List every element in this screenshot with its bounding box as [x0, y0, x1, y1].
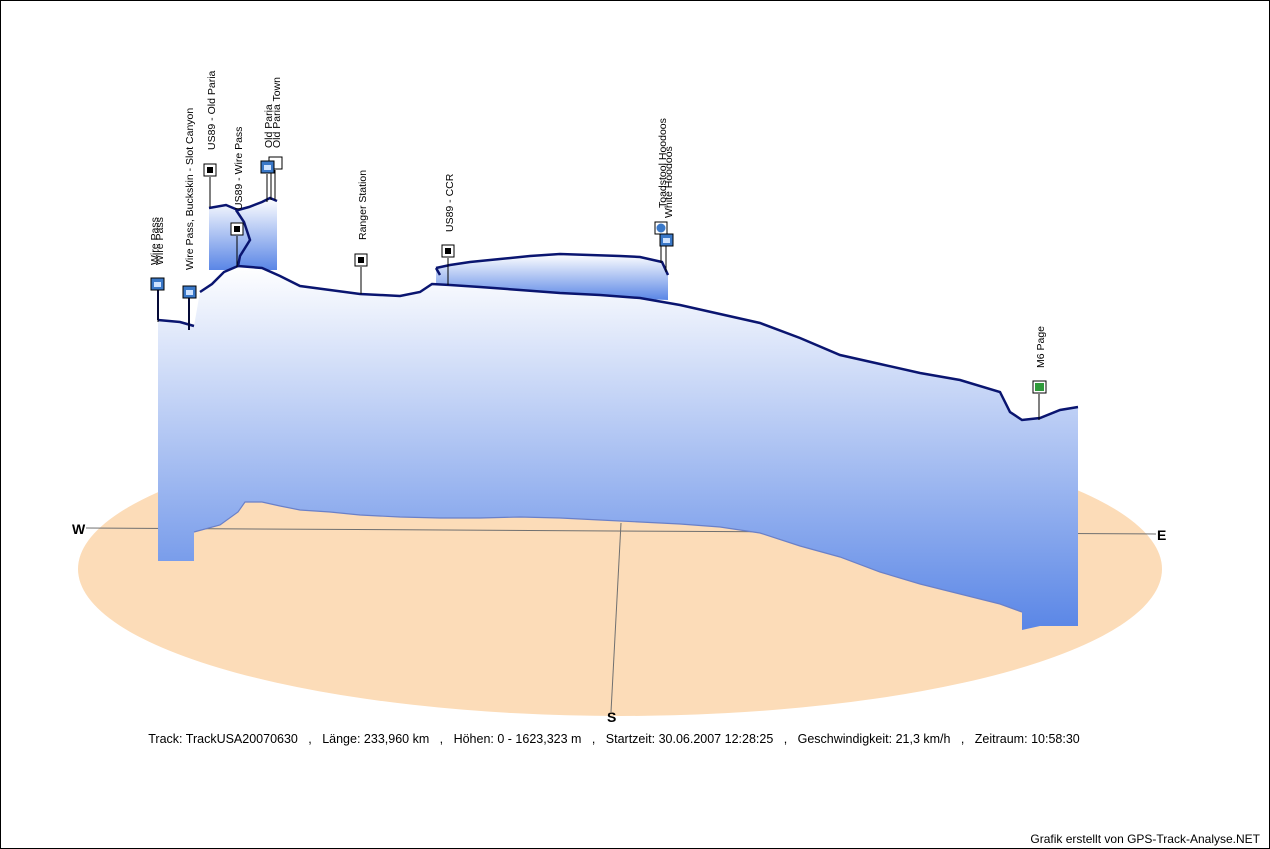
waypoint-label: US89 - Wire Pass [233, 127, 245, 210]
camera-icon [150, 277, 165, 291]
globe-icon [654, 221, 668, 235]
square-icon [354, 253, 368, 267]
duration-value: 10:58:30 [1031, 732, 1080, 746]
compass-s: S [607, 709, 616, 725]
track-line-upper-2 [434, 252, 670, 276]
waypoint-label: US89 - CCR [444, 173, 456, 232]
waypoint-label: US89 - Old Paria [206, 70, 218, 150]
waypoint-label: Wire Pass [149, 217, 161, 265]
length-value: 233,960 km [363, 732, 430, 746]
compass-w: W [72, 521, 86, 537]
compass-e: E [1157, 527, 1166, 543]
waypoint-label: Old Paria Town [271, 77, 283, 148]
waypoint-label: Wire Pass [154, 217, 166, 265]
ground-track [193, 501, 1023, 613]
track-label: Track: [148, 732, 183, 746]
duration-label: Zeitraum: [974, 732, 1028, 746]
start-value: 30.06.2007 12:28:25 [658, 732, 774, 746]
waypoint-label: M6 Page [1035, 326, 1047, 368]
camera-icon [260, 156, 283, 174]
flag-icon [1032, 380, 1047, 394]
waypoint-label: White Hoodoos [663, 146, 675, 218]
start-label: Startzeit: [605, 732, 656, 746]
square-icon [441, 244, 455, 258]
speed-value: 21,3 km/h [895, 732, 951, 746]
waypoint-label: Ranger Station [357, 170, 369, 240]
camera-icon [659, 233, 674, 247]
south-axis [610, 522, 622, 713]
square-icon [230, 222, 244, 236]
track-line-upper-1 [208, 196, 278, 267]
waypoint-label: Old Paria [263, 104, 275, 148]
heights-value: 0 - 1623,323 m [497, 732, 582, 746]
credit-text: Grafik erstellt von GPS-Track-Analyse.NE… [1030, 832, 1260, 846]
track-value: TrackUSA20070630 [185, 732, 298, 746]
heights-label: Höhen: [453, 732, 494, 746]
waypoint-poles [157, 170, 1040, 420]
camera-icon [182, 285, 197, 299]
waypoint-label: Wire Pass, Buckskin - Slot Canyon [184, 108, 196, 270]
length-label: Länge: [322, 732, 361, 746]
square-icon [203, 163, 217, 177]
speed-label: Geschwindigkeit: [797, 732, 893, 746]
track-stats-line: Track: TrackUSA20070630 , Länge: 233,960… [148, 732, 1080, 746]
waypoint-label: Toadstool Hoodoos [657, 118, 669, 208]
